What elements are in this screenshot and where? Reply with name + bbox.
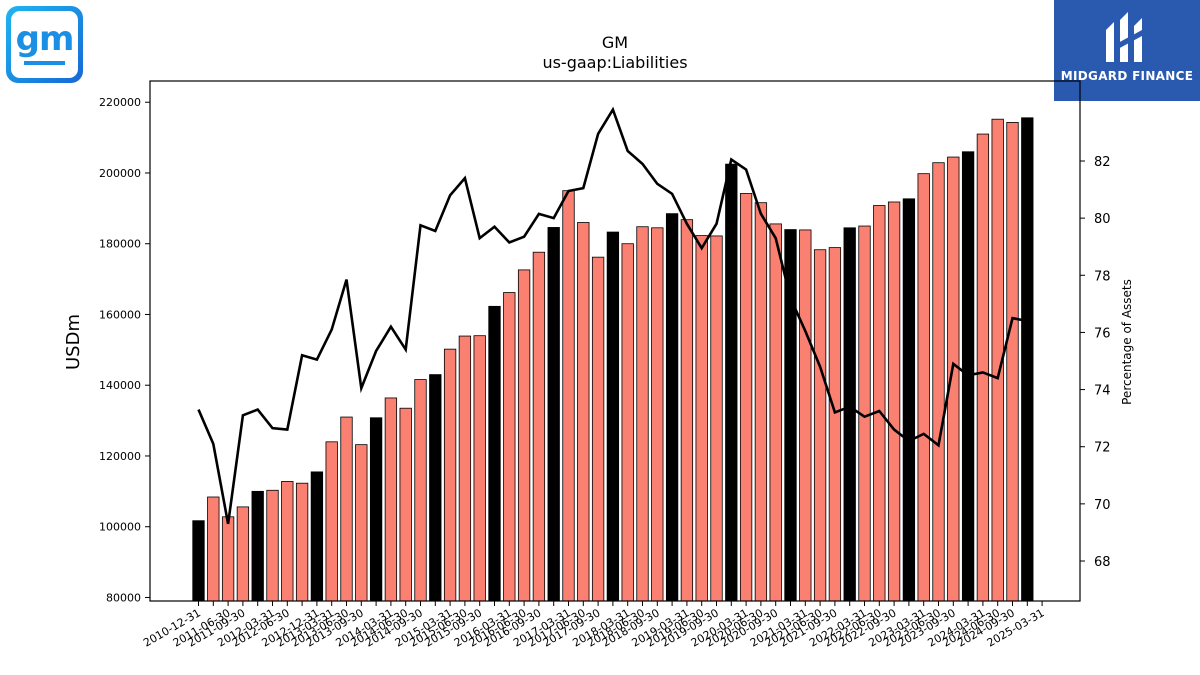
y2-axis-label: Percentage of Assets xyxy=(1120,279,1134,405)
y-axis-ticks: 80000 100000 120000 140000 160000 180000 20000… xyxy=(99,96,150,604)
bar-2016-03-31 xyxy=(503,292,516,602)
bar-2023-03-31 xyxy=(917,173,930,602)
bar-2014-12-31 xyxy=(429,374,442,602)
line-series xyxy=(197,106,1028,525)
bar-2016-06-30 xyxy=(517,269,531,602)
bar-2024-12-31 xyxy=(1021,117,1034,602)
y-tick-label: 100000 xyxy=(99,521,141,534)
bar-2013-12-31 xyxy=(369,417,383,602)
bar-2012-03-31 xyxy=(266,489,279,602)
bar-2022-06-30 xyxy=(873,205,886,602)
bar-2020-03-31 xyxy=(739,193,753,602)
bar-2015-03-31 xyxy=(443,348,457,602)
bar-2012-06-30 xyxy=(281,481,294,602)
bar-2011-03-31 xyxy=(207,496,220,602)
bar-2013-06-30 xyxy=(340,416,353,602)
bar-2016-09-30 xyxy=(532,251,546,602)
bar-2019-06-30 xyxy=(695,235,708,602)
y-tick-label: 200000 xyxy=(99,167,141,180)
bar-2021-06-30 xyxy=(813,249,827,602)
bar-2017-03-31 xyxy=(562,190,575,602)
bar-2018-03-31 xyxy=(621,243,634,602)
bar-2014-09-30 xyxy=(414,379,427,602)
bar-2014-03-31 xyxy=(384,397,398,602)
y2-tick-label: 68 xyxy=(1094,555,1111,570)
bar-2015-09-30 xyxy=(473,335,486,602)
y-axis-label: USDm xyxy=(63,314,84,370)
y2-tick-label: 78 xyxy=(1094,269,1111,284)
gm-logo-text: gm xyxy=(15,19,75,59)
gm-logo-underline xyxy=(24,61,65,65)
y2-tick-label: 76 xyxy=(1094,326,1111,341)
bar-2022-09-30 xyxy=(887,201,901,602)
midgard-finance-text: MIDGARD FINANCE xyxy=(1060,69,1194,83)
bar-2013-09-30 xyxy=(355,444,368,602)
y2-tick-label: 74 xyxy=(1094,384,1111,399)
y-tick-label: 140000 xyxy=(99,379,141,392)
y2-tick-label: 82 xyxy=(1094,155,1111,170)
bar-2020-06-30 xyxy=(754,202,768,602)
bar-2018-09-30 xyxy=(651,227,664,602)
plot-frame xyxy=(149,80,1081,602)
x-axis-ticks: 2010-12-312011-06-302011-09-302012-03-31… xyxy=(141,601,1047,650)
percentage-of-assets-line xyxy=(197,106,1028,525)
bar-2015-06-30 xyxy=(458,335,472,602)
gm-logo: gm xyxy=(6,6,83,83)
chart-subtitle: us-gaap:Liabilities xyxy=(542,53,687,72)
bar-2019-12-31 xyxy=(725,163,738,602)
bar-2017-09-30 xyxy=(591,256,605,602)
bar-series xyxy=(192,117,1034,602)
bar-2021-03-31 xyxy=(799,229,812,602)
bar-2018-06-30 xyxy=(636,226,649,602)
y-tick-label: 220000 xyxy=(99,96,141,109)
y-tick-label: 160000 xyxy=(99,308,141,321)
y2-axis-ticks: 68 70 72 74 76 78 80 82 xyxy=(1080,155,1111,570)
midgard-mark-icon xyxy=(1106,12,1142,62)
chart-title: GM xyxy=(602,33,628,52)
y-tick-label: 80000 xyxy=(106,591,141,604)
bar-2010-12-31 xyxy=(192,520,205,602)
y-tick-label: 180000 xyxy=(99,238,141,251)
y-tick-label: 120000 xyxy=(99,450,141,463)
bar-2012-12-31 xyxy=(310,471,324,602)
y2-tick-label: 70 xyxy=(1094,498,1111,513)
bar-2011-12-31 xyxy=(251,490,264,602)
bar-2022-12-31 xyxy=(902,198,916,602)
y2-tick-label: 72 xyxy=(1094,441,1111,456)
bar-2011-09-30 xyxy=(236,506,250,602)
y2-tick-label: 80 xyxy=(1094,212,1111,227)
bar-2021-09-30 xyxy=(828,247,842,602)
bar-2024-09-30 xyxy=(1006,121,1019,602)
bar-2023-06-30 xyxy=(932,162,945,602)
bar-2018-12-31 xyxy=(665,213,679,602)
bar-2015-12-31 xyxy=(488,305,501,602)
bar-2016-12-31 xyxy=(547,227,560,602)
bar-2017-12-31 xyxy=(606,231,620,602)
bar-2024-03-31 xyxy=(976,133,990,602)
bar-2011-06-30 xyxy=(221,516,235,602)
bar-2021-12-31 xyxy=(843,227,856,602)
bar-2019-09-30 xyxy=(710,235,723,602)
bar-2019-03-31 xyxy=(680,219,694,602)
bar-2013-03-31 xyxy=(325,441,338,602)
bar-2020-09-30 xyxy=(769,223,782,602)
bar-2014-06-30 xyxy=(399,407,412,602)
midgard-finance-logo: MIDGARD FINANCE xyxy=(1054,0,1200,101)
bar-2017-06-30 xyxy=(577,222,590,602)
bar-2012-09-30 xyxy=(295,482,309,602)
axes xyxy=(149,80,1081,602)
